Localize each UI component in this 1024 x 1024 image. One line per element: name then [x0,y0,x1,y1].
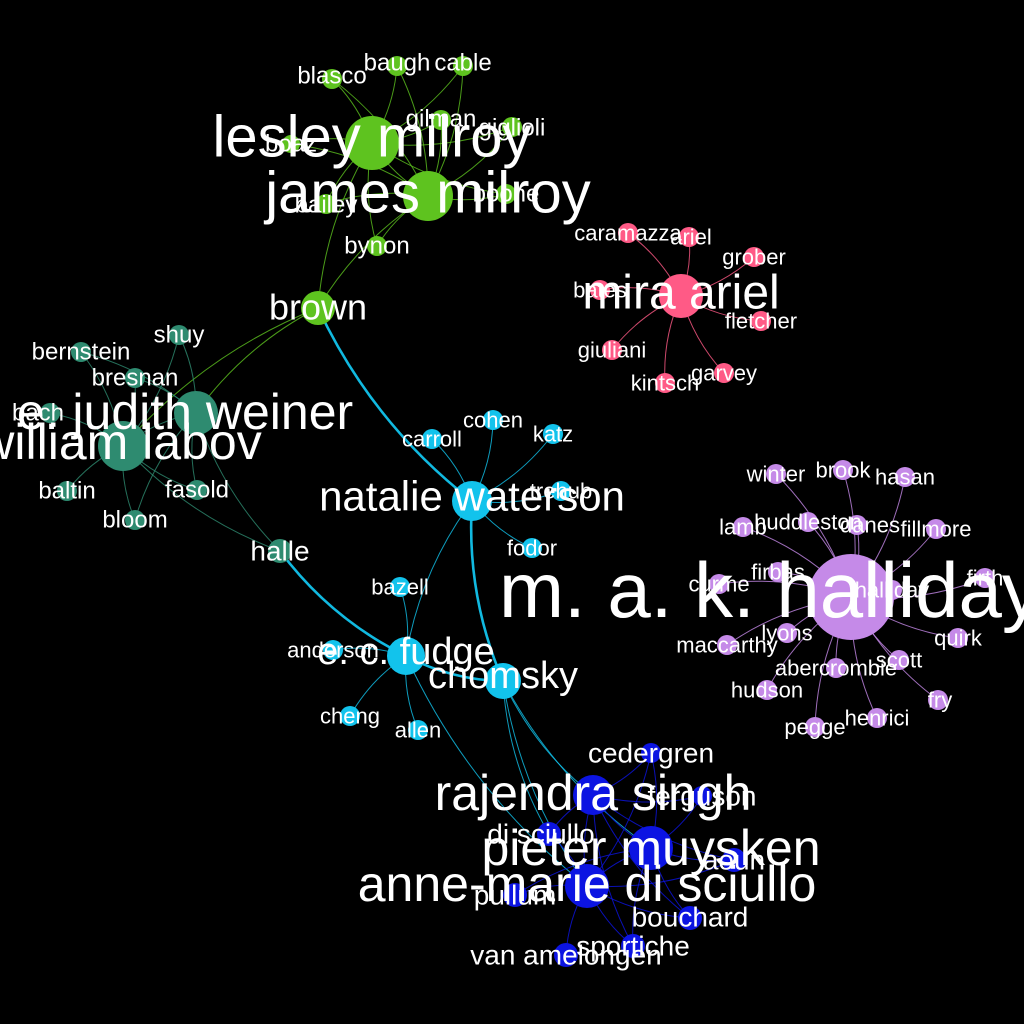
node-label-giuliani: giuliani [578,338,647,363]
node-label-brown: brown [269,287,367,328]
node-label-pullum: pullum [474,880,556,911]
node-label-firbas: firbas [751,560,805,585]
node-label-caramazza: caramazza [574,221,682,246]
node-label-boaz: boaz [265,131,317,158]
node-label-danes: danes [840,513,900,538]
node-label-carroll: carroll [402,427,462,452]
node-label-quirk: quirk [934,626,983,651]
node-label-bloom: bloom [102,507,167,534]
node-label-giglioli: giglioli [479,115,546,142]
node-label-bach: bach [12,400,64,427]
node-label-grober: grober [722,245,786,270]
node-label-bates: bates [573,278,627,303]
node-label-blasco: blasco [297,63,366,90]
node-label-ariel: ariel [670,225,712,250]
node-label-brook: brook [815,458,871,483]
node-label-anderson: anderson [287,638,379,663]
node-label-pegge: pegge [784,715,845,740]
node-label-bazell: bazell [371,575,428,600]
node-label-fasold: fasold [165,477,229,504]
node-label-bailey: bailey [295,192,358,219]
node-label-cedergren: cedergren [588,738,714,769]
node-label-shuy: shuy [154,322,205,349]
node-label-boone: boone [473,181,540,208]
node-label-chomsky: chomsky [428,655,578,697]
node-label-baugh: baugh [364,50,431,77]
node-label-ferguson: ferguson [648,781,757,812]
node-label-garvey: garvey [691,361,757,386]
node-label-trehub: trehub [530,479,592,504]
node-label-bresnan: bresnan [92,365,179,392]
node-label-kintsch: kintsch [631,371,699,396]
node-label-hudson: hudson [731,678,803,703]
node-label-maccarthy: maccarthy [676,633,777,658]
node-label-cable: cable [434,50,491,77]
node-label-henrici: henrici [845,706,910,731]
node-label-fletcher: fletcher [725,309,797,334]
node-label-halle: halle [250,536,309,567]
node-label-gilman: gilman [406,106,477,133]
node-label-bynon: bynon [344,233,409,260]
node-label-curme: curme [688,572,749,597]
node-label-hasan: hasan [875,465,935,490]
node-label-allen: allen [395,718,441,743]
node-label-scott: scott [876,648,922,673]
node-label-cheng: cheng [320,704,380,729]
node-label-van-amelongen: van amelongen [470,940,661,971]
node-label-baltin: baltin [38,478,95,505]
node-label-cohen: cohen [463,408,523,433]
node-label-winter: winter [746,462,806,487]
node-label-firth: firth [967,566,1004,591]
node-label-fillmore: fillmore [901,517,972,542]
node-label-halliday: halliday [855,578,930,603]
node-label-katz: katz [533,422,573,447]
node-label-fry: fry [928,688,952,713]
node-label-bouchard: bouchard [632,902,749,933]
node-label-bernstein: bernstein [32,339,131,366]
